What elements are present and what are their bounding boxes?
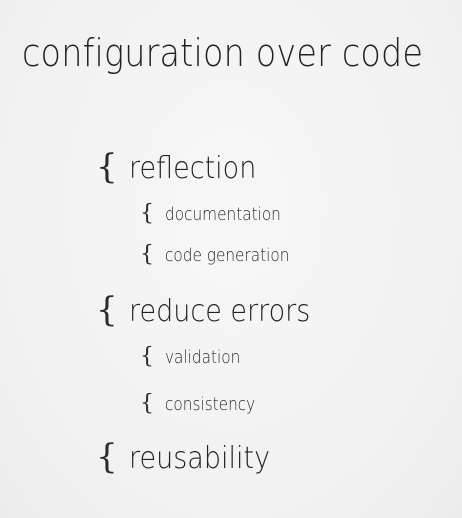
bullet-reflection: { reflection — [96, 150, 271, 184]
brace-icon: { — [140, 201, 154, 226]
slide-title: configuration over code — [22, 31, 424, 75]
brace-icon: { — [96, 147, 118, 187]
sub-bullet-validation: { validation — [140, 346, 254, 368]
brace-icon: { — [96, 437, 118, 477]
sub-bullet-consistency: { consistency — [140, 393, 271, 415]
brace-icon: { — [140, 344, 154, 369]
bullet-label: reduce errors — [129, 294, 311, 329]
sub-bullet-label: validation — [165, 347, 241, 368]
bullet-reduce-errors: { reduce errors — [96, 293, 331, 327]
brace-icon: { — [140, 242, 154, 267]
bullet-reusability: { reusability — [96, 440, 286, 474]
bullet-label: reflection — [129, 151, 257, 186]
sub-bullet-documentation: { documentation — [140, 203, 301, 225]
sub-bullet-code-generation: { code generation — [140, 244, 312, 266]
bullet-label: reusability — [129, 441, 271, 476]
sub-bullet-label: documentation — [165, 204, 281, 225]
brace-icon: { — [140, 391, 154, 416]
sub-bullet-label: code generation — [165, 245, 290, 266]
brace-icon: { — [96, 290, 118, 330]
sub-bullet-label: consistency — [165, 394, 256, 415]
